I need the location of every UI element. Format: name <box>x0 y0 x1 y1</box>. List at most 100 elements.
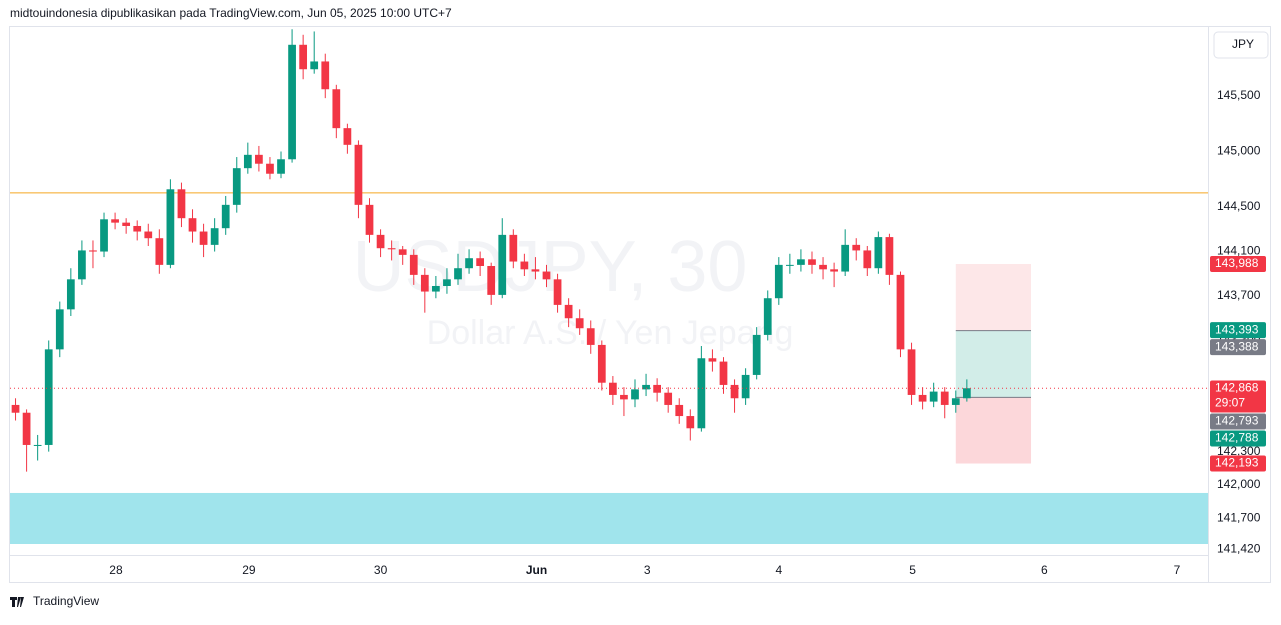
candle-body <box>210 228 219 245</box>
price-label-box <box>1210 255 1266 272</box>
x-tick-label: 30 <box>374 563 388 577</box>
candle-body <box>918 394 927 402</box>
candle-body <box>553 279 562 305</box>
candle-body <box>277 159 285 174</box>
candle-body <box>420 274 429 292</box>
candle-body <box>44 349 53 445</box>
position-box <box>955 263 1032 331</box>
candle-body <box>111 219 119 223</box>
candle-body <box>476 258 485 266</box>
candle-body <box>631 389 639 400</box>
candle-body <box>520 261 529 270</box>
candle-body <box>55 309 64 350</box>
candle-body <box>962 388 971 399</box>
candle-body <box>885 237 894 275</box>
candle-body <box>432 285 440 292</box>
candle-body <box>465 258 473 269</box>
candle-body <box>133 225 142 232</box>
candle-body <box>664 392 673 405</box>
price-label: 143,393 <box>1215 322 1259 336</box>
candle-body <box>221 204 230 229</box>
candle-body <box>288 44 296 160</box>
candle-body <box>896 274 905 350</box>
x-tick-label: Jun <box>526 563 547 577</box>
candle-body <box>387 248 396 250</box>
candle-body <box>376 234 385 249</box>
candle-body <box>299 44 308 70</box>
y-tick-label: 145,500 <box>1217 88 1261 102</box>
candle-body <box>719 361 728 385</box>
candle-body <box>22 412 31 445</box>
y-tick-label: 142,000 <box>1217 477 1261 491</box>
candle-body <box>66 279 75 310</box>
candle-body <box>730 384 739 399</box>
candle-body <box>509 234 518 262</box>
y-tick-label: 142,300 <box>1217 444 1261 458</box>
x-tick-label: 3 <box>644 563 651 577</box>
candle-body <box>398 249 407 255</box>
candle-body <box>708 358 717 362</box>
x-tick-label: 4 <box>775 563 782 577</box>
candle-body <box>188 218 197 232</box>
candle-body <box>752 334 761 375</box>
candle-body <box>11 404 20 413</box>
candle-body <box>929 391 938 402</box>
candle-body <box>852 244 861 251</box>
price-label-box <box>1210 322 1266 339</box>
price-label-box <box>1210 413 1266 430</box>
candle-body <box>675 404 684 417</box>
candle-body <box>199 231 208 245</box>
candle-body <box>564 304 573 319</box>
candle-body <box>78 250 86 280</box>
watermark: USDJPY, 30 <box>353 227 748 307</box>
candle-body <box>609 382 617 395</box>
candle-body <box>586 328 595 345</box>
x-tick-label: 6 <box>1041 563 1048 577</box>
price-label: 142,793 <box>1215 414 1259 428</box>
candle-body <box>443 279 451 286</box>
candle-body <box>774 264 783 299</box>
candle-body <box>874 237 883 269</box>
header-title: midtouindonesia dipublikasikan pada Trad… <box>10 6 452 20</box>
candle-body <box>686 416 695 429</box>
candle-body <box>310 61 319 70</box>
candle-body <box>343 128 352 145</box>
candle-body <box>785 264 794 266</box>
candle-body <box>863 250 872 269</box>
candle-body <box>487 265 496 295</box>
candle-body <box>155 238 164 265</box>
candle-body <box>454 268 462 280</box>
y-tick-label: 141,700 <box>1217 510 1261 524</box>
currency-button[interactable] <box>1213 31 1269 59</box>
pane-border <box>9 26 1271 583</box>
candle-body <box>166 189 175 265</box>
y-tick-label: 141,420 <box>1217 542 1261 556</box>
price-label: 143,388 <box>1215 339 1259 353</box>
candle-body <box>531 269 540 272</box>
candle-body <box>797 259 805 265</box>
candle-body <box>243 154 252 169</box>
candle-body <box>841 244 850 272</box>
candle-body <box>951 398 960 405</box>
candle-body <box>365 204 374 235</box>
watermark-subtitle: Dollar A.S. / Yen Jepang <box>427 314 794 352</box>
candle-body <box>321 61 330 90</box>
candle-body <box>741 374 750 399</box>
price-label: 142,788 <box>1215 431 1259 445</box>
x-tick-label: 5 <box>909 563 916 577</box>
price-label-box <box>1210 455 1266 472</box>
candle-body <box>144 231 153 239</box>
candle-body <box>653 384 661 393</box>
price-label: 142,193 <box>1215 456 1259 470</box>
x-tick-label: 28 <box>109 563 123 577</box>
brand-logo <box>10 597 24 607</box>
currency-label: JPY <box>1232 37 1254 51</box>
candle-body <box>100 219 108 252</box>
candle-body <box>122 222 131 226</box>
position-box <box>955 330 1032 398</box>
price-label: 143,988 <box>1215 256 1259 270</box>
brand-name: TradingView <box>33 594 99 608</box>
candle-body <box>940 391 949 405</box>
